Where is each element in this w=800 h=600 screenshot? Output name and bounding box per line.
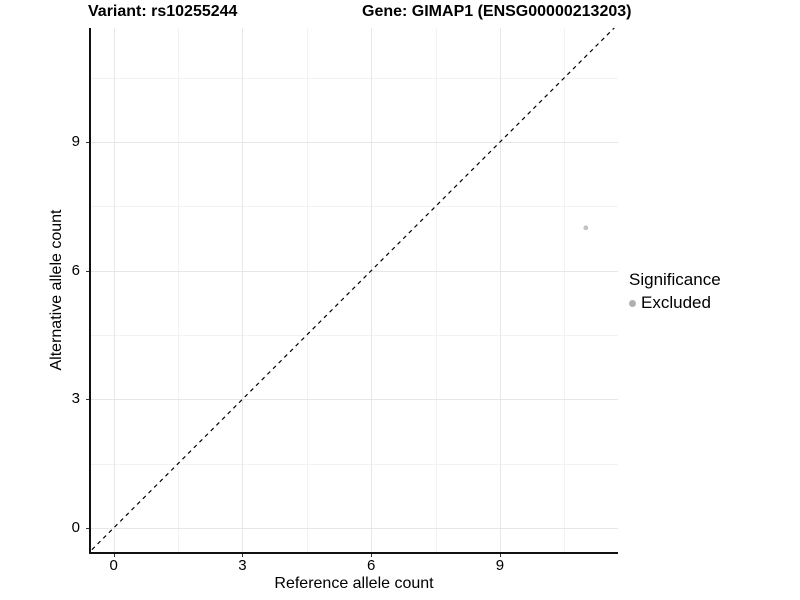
x-axis-line bbox=[89, 552, 618, 554]
legend-entry-label: Excluded bbox=[641, 293, 711, 312]
scatter-data-point bbox=[583, 225, 589, 231]
y-tick-label: 6 bbox=[71, 261, 80, 279]
x-minor-gridline bbox=[435, 28, 437, 552]
x-tick-mark bbox=[113, 554, 115, 557]
y-tick-mark bbox=[86, 527, 89, 529]
identity-dashed-line bbox=[90, 28, 615, 552]
y-major-gridline bbox=[90, 270, 618, 272]
y-tick-mark bbox=[86, 142, 89, 144]
x-tick-label: 3 bbox=[238, 557, 247, 574]
x-tick-label: 9 bbox=[495, 557, 505, 574]
x-axis-title: Reference allele count bbox=[274, 575, 434, 592]
variant-title: Variant: rs10255244 bbox=[88, 3, 238, 20]
y-tick-mark bbox=[86, 270, 89, 272]
x-major-gridline bbox=[113, 28, 115, 552]
x-minor-gridline bbox=[178, 28, 179, 552]
y-minor-gridline bbox=[90, 206, 618, 208]
y-tick-label: 0 bbox=[71, 518, 80, 536]
y-major-gridline bbox=[90, 527, 618, 529]
x-tick-label: 6 bbox=[366, 557, 376, 574]
x-tick-mark bbox=[242, 554, 244, 557]
x-major-gridline bbox=[371, 28, 373, 552]
y-minor-gridline bbox=[90, 335, 618, 337]
y-minor-gridline bbox=[90, 463, 618, 465]
legend-entries: Excluded bbox=[629, 293, 721, 313]
gene-title: Gene: GIMAP1 (ENSG00000213203) bbox=[362, 3, 632, 20]
plot-layer bbox=[90, 28, 615, 552]
y-tick-label: 9 bbox=[71, 133, 80, 151]
y-minor-gridline bbox=[90, 77, 618, 79]
y-major-gridline bbox=[90, 142, 618, 144]
x-tick-mark bbox=[499, 554, 501, 557]
legend-title: Significance bbox=[629, 270, 721, 289]
x-tick-mark bbox=[371, 554, 373, 557]
plot-panel bbox=[90, 28, 618, 552]
y-major-gridline bbox=[90, 399, 618, 401]
x-major-gridline bbox=[242, 28, 244, 552]
y-tick-mark bbox=[86, 399, 89, 401]
y-axis-line bbox=[89, 28, 91, 554]
x-minor-gridline bbox=[306, 28, 308, 552]
x-minor-gridline bbox=[564, 28, 566, 552]
legend-key-dot bbox=[629, 299, 636, 307]
y-axis-title: Alternative allele count bbox=[48, 209, 65, 371]
x-major-gridline bbox=[499, 28, 501, 552]
legend: Significance Excluded bbox=[629, 270, 721, 313]
x-tick-label: 0 bbox=[109, 557, 118, 574]
y-tick-label: 3 bbox=[71, 390, 80, 408]
legend-entry: Excluded bbox=[629, 293, 721, 313]
